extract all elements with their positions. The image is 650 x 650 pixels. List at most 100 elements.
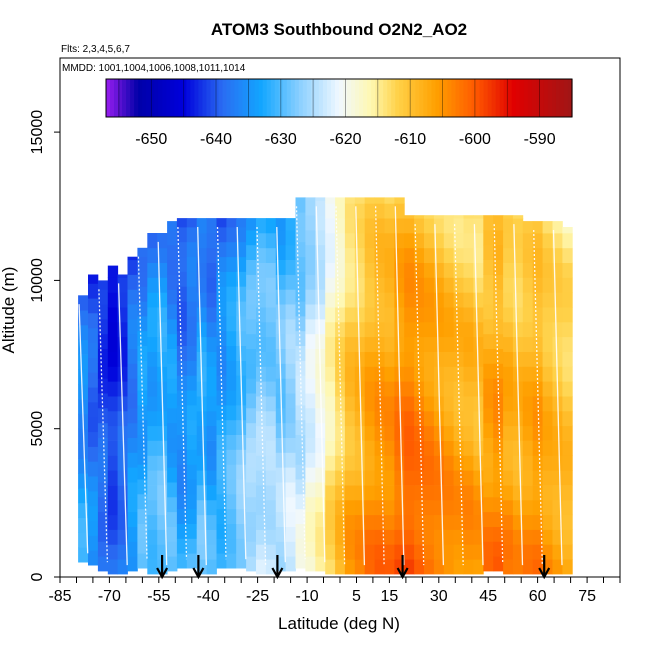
heatmap-cell xyxy=(325,366,336,382)
heatmap-cell xyxy=(325,455,336,471)
heatmap-cell xyxy=(354,292,366,308)
heatmap-cell xyxy=(344,321,356,338)
heatmap-cell xyxy=(424,351,435,367)
heatmap-cell xyxy=(88,550,99,566)
heatmap-cell xyxy=(305,304,316,320)
heatmap-cell xyxy=(463,292,474,308)
heatmap-cell xyxy=(453,514,464,530)
heatmap-cell xyxy=(344,197,356,204)
heatmap-cell xyxy=(256,351,267,367)
heatmap-cell xyxy=(216,218,227,228)
heatmap-cell xyxy=(503,544,514,560)
heatmap-cell xyxy=(354,247,366,263)
heatmap-cell xyxy=(354,203,366,219)
heatmap-cell xyxy=(246,526,257,542)
heatmap-cell xyxy=(374,218,385,234)
colorbar-swatch xyxy=(523,79,529,117)
heatmap-cell xyxy=(463,410,474,427)
heatmap-cell xyxy=(157,425,168,441)
heatmap-cell xyxy=(522,336,534,352)
colorbar-swatch xyxy=(471,79,477,117)
heatmap-cell xyxy=(493,482,504,498)
heatmap-cell xyxy=(78,310,89,326)
heatmap-cell xyxy=(384,203,395,219)
heatmap-cell xyxy=(275,244,287,260)
heatmap-cell xyxy=(265,396,277,412)
heatmap-cell xyxy=(374,262,385,278)
heatmap-cell xyxy=(364,307,375,323)
heatmap-cell xyxy=(364,262,375,278)
colorbar-swatch xyxy=(122,79,127,117)
heatmap-cell xyxy=(137,479,148,495)
heatmap-cell xyxy=(473,277,484,293)
colorbar-swatch xyxy=(198,79,204,117)
heatmap-cell xyxy=(542,514,553,530)
heatmap-cell xyxy=(542,307,553,323)
heatmap-cell xyxy=(78,502,89,519)
heatmap-cell xyxy=(127,256,138,261)
heatmap-cell xyxy=(433,321,445,338)
heatmap-cell xyxy=(463,455,474,471)
heatmap-cell xyxy=(315,289,326,305)
x-tick-label: 45 xyxy=(479,588,497,605)
heatmap-cell xyxy=(196,351,207,367)
heatmap-cell xyxy=(206,440,217,456)
heatmap-cell xyxy=(394,440,405,456)
heatmap-cell xyxy=(315,274,326,290)
heatmap-cell xyxy=(137,247,148,258)
heatmap-cell xyxy=(256,307,267,323)
colorbar-swatch xyxy=(511,79,517,117)
heatmap-cell xyxy=(344,336,356,352)
heatmap-cell xyxy=(147,499,158,516)
heatmap-cell xyxy=(424,544,435,560)
heatmap-cell xyxy=(216,479,227,495)
colorbar-swatch xyxy=(363,79,368,117)
colorbar-swatch xyxy=(214,79,220,117)
heatmap-cell xyxy=(503,262,514,278)
heatmap-cell xyxy=(216,286,227,302)
heatmap-cell xyxy=(186,345,198,361)
heatmap-cell xyxy=(532,336,543,352)
heatmap-cell xyxy=(285,289,296,305)
heatmap-cell xyxy=(512,351,524,367)
heatmap-cell xyxy=(443,440,455,456)
colorbar-swatch xyxy=(206,79,212,117)
heatmap-cell xyxy=(364,203,375,219)
heatmap-cell xyxy=(433,529,445,545)
colorbar-swatch xyxy=(467,79,473,117)
heatmap-cell xyxy=(344,410,356,427)
heatmap-cell xyxy=(552,292,563,308)
heatmap-cell xyxy=(265,336,277,352)
heatmap-cell xyxy=(226,256,237,272)
heatmap-cell xyxy=(315,422,326,438)
heatmap-cell xyxy=(433,336,445,352)
heatmap-cell xyxy=(374,203,385,219)
heatmap-cell xyxy=(186,375,198,391)
heatmap-cell xyxy=(522,544,534,560)
colorbar-swatch xyxy=(371,79,376,117)
heatmap-cell xyxy=(384,277,395,293)
heatmap-cell xyxy=(157,277,168,293)
heatmap-cell xyxy=(493,452,504,468)
heatmap-cell xyxy=(305,274,316,290)
heatmap-cell xyxy=(542,247,553,263)
heatmap-cell xyxy=(374,499,385,516)
heatmap-cell xyxy=(107,336,119,352)
heatmap-cell xyxy=(78,547,89,563)
heatmap-cell xyxy=(532,485,543,501)
heatmap-cell xyxy=(325,529,336,545)
heatmap-cell xyxy=(374,455,385,471)
heatmap-cell xyxy=(216,494,227,510)
heatmap-cell xyxy=(186,449,198,465)
x-axis-label: Latitude (deg N) xyxy=(278,614,400,633)
heatmap-cell xyxy=(265,440,277,456)
heatmap-cell xyxy=(167,511,178,527)
heatmap-cell xyxy=(493,259,504,275)
heatmap-cell xyxy=(414,351,425,367)
heatmap-cell xyxy=(374,529,385,545)
heatmap-cell xyxy=(404,247,415,263)
heatmap-cell xyxy=(552,455,563,471)
heatmap-cell xyxy=(344,218,356,234)
heatmap-cell xyxy=(473,218,484,234)
heatmap-cell xyxy=(107,366,119,382)
